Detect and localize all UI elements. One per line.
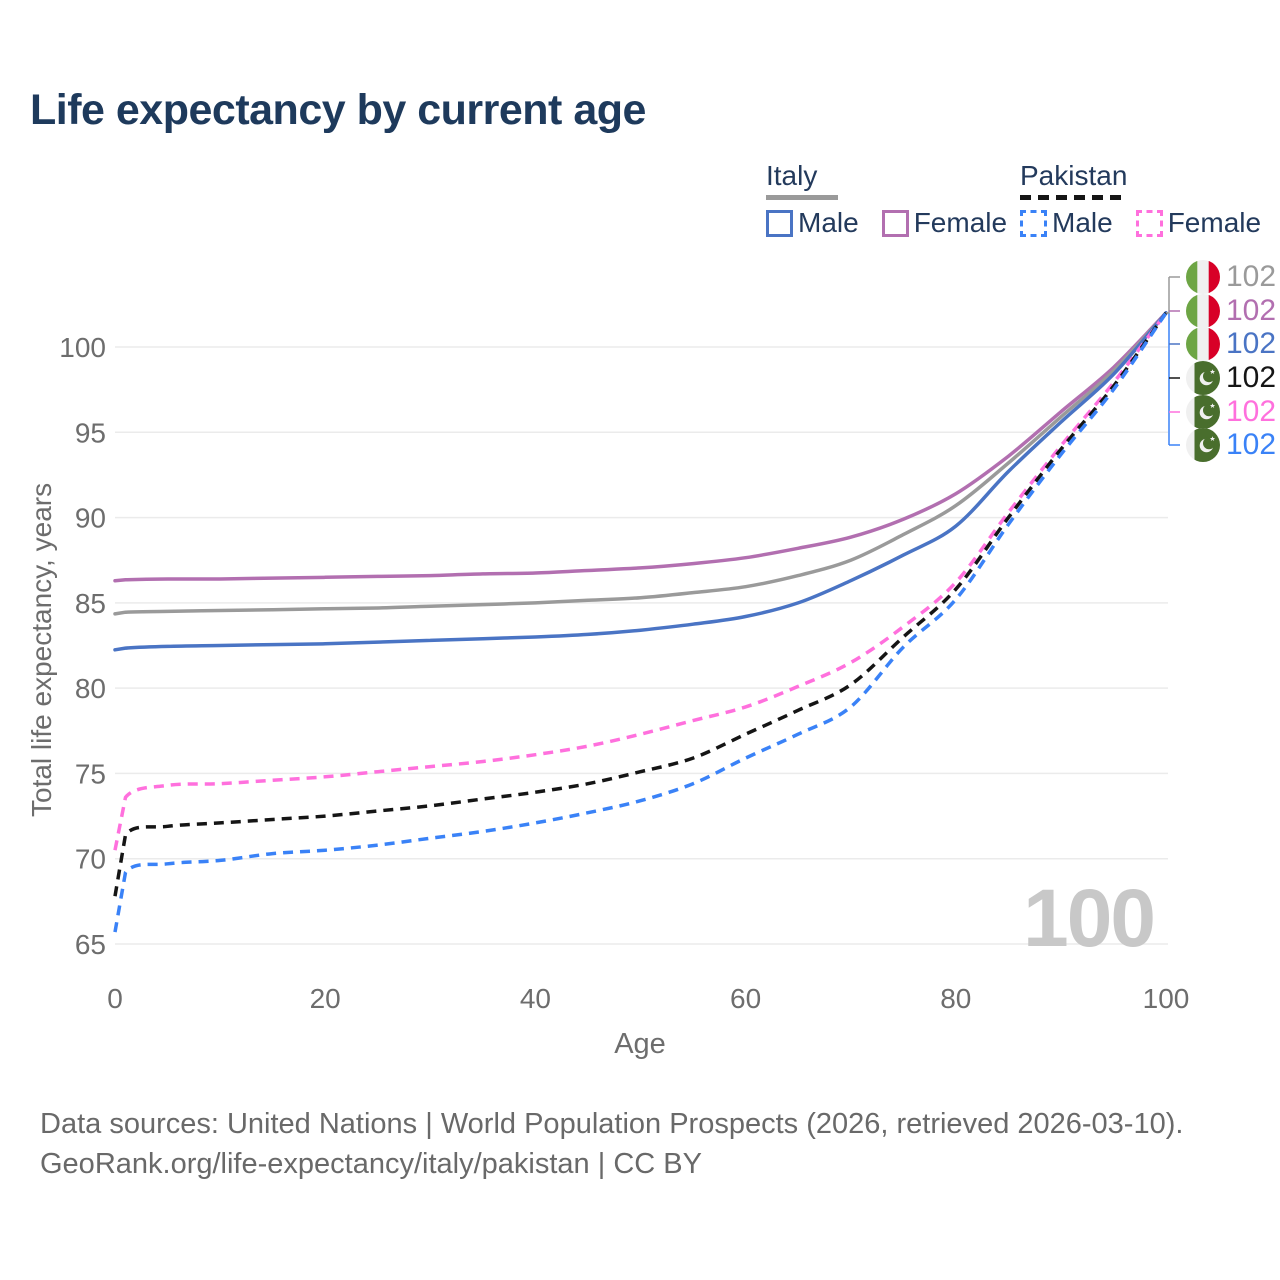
legend-swatch-pakistan-male[interactable]	[1020, 209, 1047, 237]
end-value: 102	[1226, 361, 1277, 394]
legend-label-pakistan-female[interactable]: Female	[1167, 207, 1262, 238]
legend-group-pakistan: Pakistan Male Female	[1020, 161, 1280, 239]
series-line-italy-total[interactable]	[113, 311, 1168, 616]
end-label-italy-female: 102	[1186, 294, 1276, 328]
legend-label-italy-male[interactable]: Male	[798, 207, 859, 238]
y-axis-title: Total life expectancy, years	[26, 482, 57, 817]
y-tick-label-85: 85	[75, 588, 106, 619]
x-tick-label-60: 60	[730, 983, 761, 1014]
legend-swatch-italy-male[interactable]	[766, 209, 793, 237]
end-value: 102	[1226, 327, 1277, 360]
chart-title: Life expectancy by current age	[30, 86, 646, 134]
end-label-italy-total: 102	[1186, 260, 1276, 294]
end-value: 102	[1226, 428, 1277, 461]
legend-group-italy: Italy Male Female	[766, 161, 1030, 239]
italy-flag-icon	[1186, 294, 1220, 328]
y-tick-label-75: 75	[75, 758, 106, 789]
italy-flag-icon	[1186, 260, 1220, 294]
pakistan-dashed-line-swatch	[1020, 195, 1122, 200]
end-label-italy-male: 102	[1186, 327, 1276, 361]
footer: Data sources: United Nations | World Pop…	[40, 1104, 1183, 1184]
y-tick-label-65: 65	[75, 929, 106, 960]
end-value: 102	[1226, 294, 1277, 327]
x-tick-label-100: 100	[1143, 983, 1190, 1014]
pakistan-flag-icon	[1186, 395, 1220, 429]
hover-age-watermark: 100	[1023, 873, 1156, 964]
x-tick-label-80: 80	[940, 983, 971, 1014]
y-tick-label-95: 95	[75, 417, 106, 448]
x-axis-title: Age	[614, 1028, 666, 1060]
end-label-pakistan-total: 102	[1186, 361, 1276, 395]
y-tick-label-90: 90	[75, 503, 106, 534]
legend-italy-header: Italy	[766, 160, 818, 191]
legend-swatch-pakistan-female[interactable]	[1135, 209, 1163, 237]
series-line-italy-male[interactable]	[113, 311, 1168, 652]
series-line-pakistan-female[interactable]	[113, 311, 1168, 851]
footer-datasource-line: Data sources: United Nations | World Pop…	[40, 1108, 1184, 1140]
y-tick-label-70: 70	[75, 844, 106, 875]
legend-pakistan-header: Pakistan	[1020, 160, 1128, 191]
x-tick-label-20: 20	[310, 983, 341, 1014]
series-line-pakistan-total[interactable]	[113, 311, 1168, 897]
end-value: 102	[1226, 395, 1277, 428]
end-label-pakistan-female: 102	[1186, 395, 1276, 429]
series-line-pakistan-male[interactable]	[113, 311, 1168, 933]
end-value: 102	[1226, 260, 1277, 293]
legend-label-pakistan-male[interactable]: Male	[1052, 207, 1113, 238]
x-tick-label-40: 40	[520, 983, 551, 1014]
italy-solid-line-swatch	[766, 195, 838, 200]
pakistan-flag-icon	[1186, 428, 1220, 462]
legend-swatch-italy-female[interactable]	[881, 209, 909, 237]
series-line-italy-female[interactable]	[113, 311, 1168, 583]
italy-flag-icon	[1186, 327, 1220, 361]
end-connector-upper	[1166, 277, 1170, 314]
x-tick-label-0: 0	[107, 983, 123, 1014]
legend-label-italy-female[interactable]: Female	[913, 207, 1008, 238]
end-label-pakistan-male: 102	[1186, 428, 1276, 462]
footer-attribution-line: GeoRank.org/life-expectancy/italy/pakist…	[40, 1148, 702, 1180]
y-tick-label-80: 80	[75, 673, 106, 704]
y-tick-label-100: 100	[59, 332, 106, 363]
pakistan-flag-icon	[1186, 361, 1220, 395]
